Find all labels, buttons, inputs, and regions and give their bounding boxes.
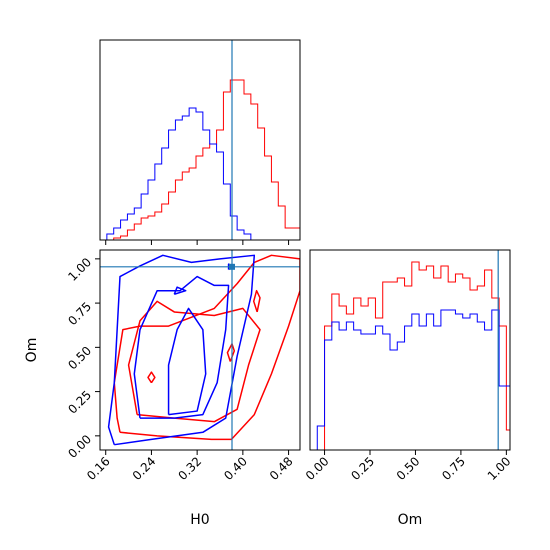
om-marginal-panel: 0.00 0.25 0.50 0.75 1.00 <box>303 249 514 483</box>
x-tick-label-om-2: 0.50 <box>394 454 423 483</box>
contour-series-2-level-2 <box>133 275 230 419</box>
y-tick-label-2d-3: 0.75 <box>65 299 94 328</box>
contour-series-1-level-2 <box>127 300 261 423</box>
contour-series-2-level-1 <box>107 254 256 446</box>
x-axis-label-om: Om <box>398 512 423 528</box>
x-tick-label-2d-1: 0.24 <box>130 454 159 483</box>
x-tick-label-2d-2: 0.32 <box>175 454 204 483</box>
y-tick-label-2d-0: 0.00 <box>65 432 94 461</box>
x-tick-label-2d-0: 0.16 <box>84 454 113 483</box>
y-tick-label-2d-4: 1.00 <box>65 255 94 284</box>
contour-series-1-level-4 <box>147 371 156 384</box>
truth-marker <box>229 263 235 270</box>
x-tick-label-om-0: 0.00 <box>303 454 332 483</box>
x-tick-label-om-3: 0.75 <box>439 454 468 483</box>
x-axis-label-h0: H0 <box>190 512 209 528</box>
histogram-step-om-series-2 <box>310 309 510 451</box>
contour-series-2-level-3 <box>167 307 207 416</box>
x-tick-label-2d-3: 0.40 <box>221 454 250 483</box>
contour-series-2-level-4 <box>173 286 187 295</box>
y-tick-label-2d-2: 0.50 <box>65 344 94 373</box>
panel-frame-om <box>309 249 511 451</box>
contour-series-1-level-5 <box>252 289 261 313</box>
x-tick-label-om-1: 0.25 <box>348 454 377 483</box>
y-axis-label-om: Om <box>24 338 40 363</box>
x-tick-label-2d-4: 0.48 <box>267 454 296 483</box>
x-tick-label-om-4: 1.00 <box>485 454 514 483</box>
h0-marginal-panel <box>99 39 301 245</box>
histogram-step-h0-series-2 <box>100 107 300 241</box>
h0-om-contour-panel: 0.16 0.24 0.32 0.40 0.48 0.00 0.25 0.50 0.75 1.00 <box>65 249 301 483</box>
panel-frame-h0 <box>99 39 301 241</box>
histogram-step-h0-series-1 <box>100 79 300 241</box>
y-tick-label-2d-1: 0.25 <box>65 388 94 417</box>
histogram-step-om-series-1 <box>310 261 510 451</box>
contour-group <box>107 254 300 446</box>
contour-series-1-level-3 <box>226 343 236 362</box>
contour-series-1-level-1 <box>113 254 300 441</box>
panel-frame-2d <box>99 249 301 451</box>
